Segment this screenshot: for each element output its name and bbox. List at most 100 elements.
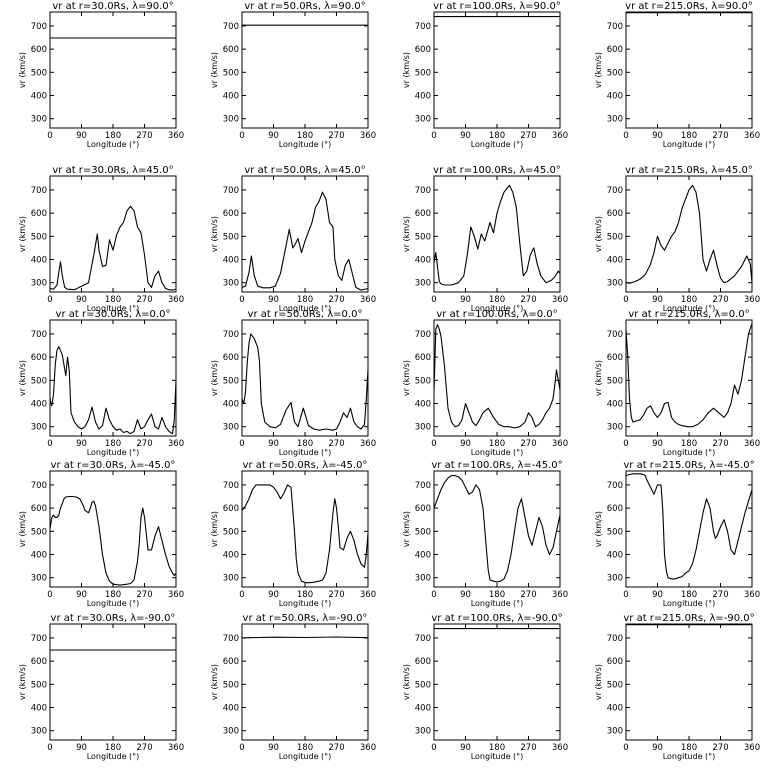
- chart-title: vr at r=215.0Rs, λ=0.0°: [628, 309, 749, 320]
- x-tick-label: 180: [681, 743, 697, 753]
- y-tick-label: 500: [415, 232, 431, 242]
- x-tick-label: 0: [623, 743, 628, 753]
- x-tick-label: 90: [460, 439, 471, 449]
- x-tick-label: 360: [360, 439, 376, 449]
- x-tick-label: 180: [297, 743, 313, 753]
- x-axis-label: Longitude (°): [663, 304, 716, 313]
- x-axis-label: Longitude (°): [87, 752, 140, 761]
- chart-panel-17: vr at r=50.0Rs, λ=-90.0° 0 90 180 270 360 300 4…: [210, 613, 376, 761]
- x-tick-label: 0: [623, 131, 628, 141]
- chart-panel-4: vr at r=30.0Rs, λ=45.0° 0 90 180 270 360 300 40…: [18, 165, 184, 313]
- x-tick-label: 0: [47, 439, 52, 449]
- y-tick-label: 300: [607, 727, 623, 737]
- plot-frame: [433, 319, 561, 437]
- y-tick-label: 700: [415, 186, 431, 196]
- y-tick-label: 300: [31, 574, 47, 584]
- x-tick-label: 270: [136, 590, 152, 600]
- chart-title: vr at r=30.0Rs, λ=45.0°: [52, 165, 173, 176]
- y-tick-label: 600: [415, 353, 431, 363]
- y-axis-label: vr (km/s): [594, 511, 603, 547]
- y-tick-label: 400: [415, 704, 431, 714]
- y-tick-label: 700: [223, 481, 239, 491]
- y-tick-label: 400: [223, 400, 239, 410]
- x-tick-label: 360: [744, 439, 760, 449]
- y-tick-label: 500: [415, 680, 431, 690]
- y-tick-label: 400: [607, 551, 623, 561]
- y-tick-label: 400: [607, 400, 623, 410]
- y-tick-label: 700: [415, 22, 431, 32]
- chart-title: vr at r=30.0Rs, λ=-90.0°: [51, 613, 176, 624]
- plot-frame: [433, 623, 561, 741]
- x-tick-label: 90: [76, 295, 87, 305]
- x-tick-label: 0: [431, 131, 436, 141]
- x-tick-label: 90: [76, 439, 87, 449]
- y-tick-label: 400: [31, 551, 47, 561]
- series-line: [433, 475, 561, 583]
- y-tick-label: 700: [31, 330, 47, 340]
- series-line: [625, 323, 753, 428]
- y-tick-label: 500: [31, 527, 47, 537]
- x-tick-label: 270: [328, 295, 344, 305]
- x-tick-label: 360: [744, 131, 760, 141]
- y-tick-label: 600: [607, 209, 623, 219]
- x-axis-label: Longitude (°): [279, 599, 332, 608]
- x-tick-label: 360: [744, 295, 760, 305]
- chart-panel-10: vr at r=100.0Rs, λ=0.0° 0 90 180 270 360 300 40…: [402, 309, 568, 457]
- y-tick-label: 400: [223, 704, 239, 714]
- x-tick-label: 0: [47, 295, 52, 305]
- plot-frame: [241, 175, 369, 293]
- x-tick-label: 0: [623, 590, 628, 600]
- x-tick-label: 270: [520, 439, 536, 449]
- y-tick-label: 400: [607, 256, 623, 266]
- x-axis-label: Longitude (°): [663, 752, 716, 761]
- chart-title: vr at r=100.0Rs, λ=0.0°: [436, 309, 557, 320]
- x-tick-label: 360: [168, 590, 184, 600]
- chart-title: vr at r=100.0Rs, λ=45.0°: [433, 165, 561, 176]
- x-tick-label: 360: [552, 439, 568, 449]
- y-axis-label: vr (km/s): [594, 360, 603, 396]
- chart-panel-3: vr at r=215.0Rs, λ=90.0° 0 90 180 270 360 300 4…: [594, 1, 760, 149]
- x-tick-label: 90: [268, 743, 279, 753]
- y-axis-label: vr (km/s): [210, 664, 219, 700]
- x-tick-label: 360: [552, 590, 568, 600]
- y-tick-label: 400: [415, 400, 431, 410]
- x-axis-label: Longitude (°): [279, 140, 332, 149]
- x-tick-label: 0: [431, 439, 436, 449]
- y-tick-label: 400: [31, 400, 47, 410]
- x-axis-label: Longitude (°): [471, 752, 524, 761]
- chart-panel-1: vr at r=50.0Rs, λ=90.0° 0 90 180 270 360 300 40…: [210, 1, 376, 149]
- x-tick-label: 180: [681, 131, 697, 141]
- x-tick-label: 0: [431, 590, 436, 600]
- x-axis-label: Longitude (°): [87, 304, 140, 313]
- y-tick-label: 300: [607, 115, 623, 125]
- x-tick-label: 0: [239, 131, 244, 141]
- y-tick-label: 500: [415, 527, 431, 537]
- x-tick-label: 90: [268, 439, 279, 449]
- x-tick-label: 180: [489, 743, 505, 753]
- y-tick-label: 500: [31, 68, 47, 78]
- x-tick-label: 360: [744, 743, 760, 753]
- y-tick-label: 300: [31, 279, 47, 289]
- y-tick-label: 700: [415, 634, 431, 644]
- x-tick-label: 360: [168, 131, 184, 141]
- y-axis-label: vr (km/s): [402, 360, 411, 396]
- chart-title: vr at r=30.0Rs, λ=90.0°: [52, 1, 173, 12]
- chart-panel-0: vr at r=30.0Rs, λ=90.0° 0 90 180 270 360 300 40…: [18, 1, 184, 149]
- x-tick-label: 360: [360, 743, 376, 753]
- y-axis-label: vr (km/s): [18, 360, 27, 396]
- y-tick-label: 300: [415, 279, 431, 289]
- x-tick-label: 360: [552, 743, 568, 753]
- plot-frame: [433, 470, 561, 588]
- y-tick-label: 700: [415, 481, 431, 491]
- chart-title: vr at r=215.0Rs, λ=90.0°: [625, 1, 753, 12]
- y-tick-label: 700: [223, 330, 239, 340]
- x-tick-label: 90: [652, 590, 663, 600]
- y-axis-label: vr (km/s): [402, 216, 411, 252]
- x-tick-label: 180: [681, 590, 697, 600]
- chart-panel-19: vr at r=215.0Rs, λ=-90.0° 0 90 180 270 360 300…: [594, 613, 760, 761]
- x-tick-label: 180: [105, 131, 121, 141]
- x-tick-label: 180: [297, 295, 313, 305]
- y-tick-label: 500: [223, 527, 239, 537]
- chart-panel-13: vr at r=50.0Rs, λ=-45.0° 0 90 180 270 360 300 4…: [210, 460, 376, 608]
- y-axis-label: vr (km/s): [210, 52, 219, 88]
